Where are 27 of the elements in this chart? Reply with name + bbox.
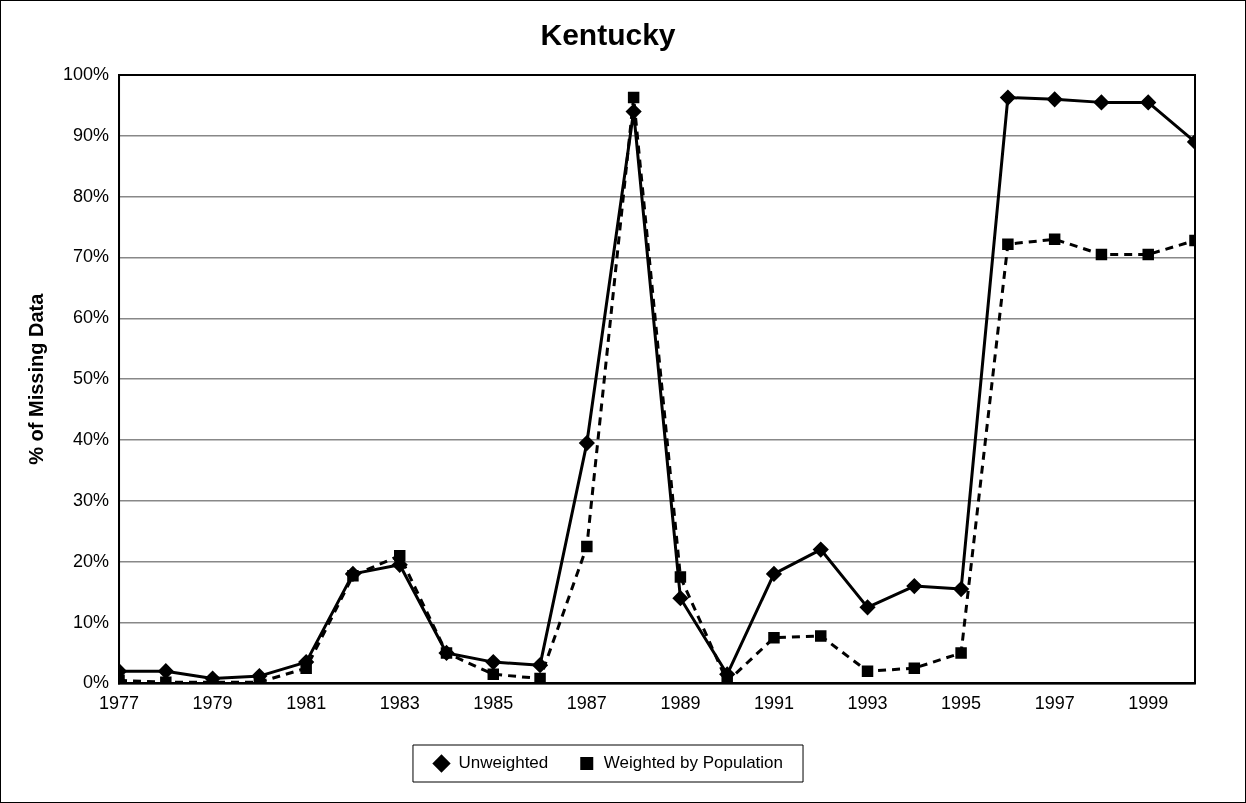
x-tick-label: 1999 [1128, 693, 1169, 714]
x-tick-label: 1989 [660, 693, 701, 714]
x-tick-label: 1993 [847, 693, 888, 714]
x-tick-label: 1997 [1034, 693, 1075, 714]
x-tick-label: 1985 [473, 693, 514, 714]
y-tick-label: 30% [73, 489, 110, 510]
x-tick-label: 1987 [566, 693, 607, 714]
y-tick-label: 100% [62, 63, 110, 84]
x-tick-label: 1981 [286, 693, 327, 714]
y-tick-label: 50% [73, 368, 110, 389]
chart-title: Kentucky [540, 18, 676, 52]
y-tick-label: 10% [73, 611, 110, 632]
y-tick-label: 20% [73, 550, 110, 571]
y-tick-label: 80% [73, 185, 110, 206]
legend-label: Unweighted [458, 753, 549, 773]
y-tick-label: 70% [73, 246, 110, 267]
x-tick-label: 1979 [192, 693, 233, 714]
x-tick-label: 1995 [941, 693, 982, 714]
x-tick-label: 1991 [753, 693, 794, 714]
y-tick-label: 60% [73, 307, 110, 328]
y-tick-label: 0% [83, 672, 110, 693]
x-tick-label: 1983 [379, 693, 420, 714]
x-tick-label: 1977 [99, 693, 140, 714]
y-tick-label: 90% [73, 124, 110, 145]
legend-label: Weighted by Population [603, 753, 784, 773]
y-tick-label: 40% [73, 429, 110, 450]
y-axis-title: % of Missing Data [24, 292, 47, 465]
